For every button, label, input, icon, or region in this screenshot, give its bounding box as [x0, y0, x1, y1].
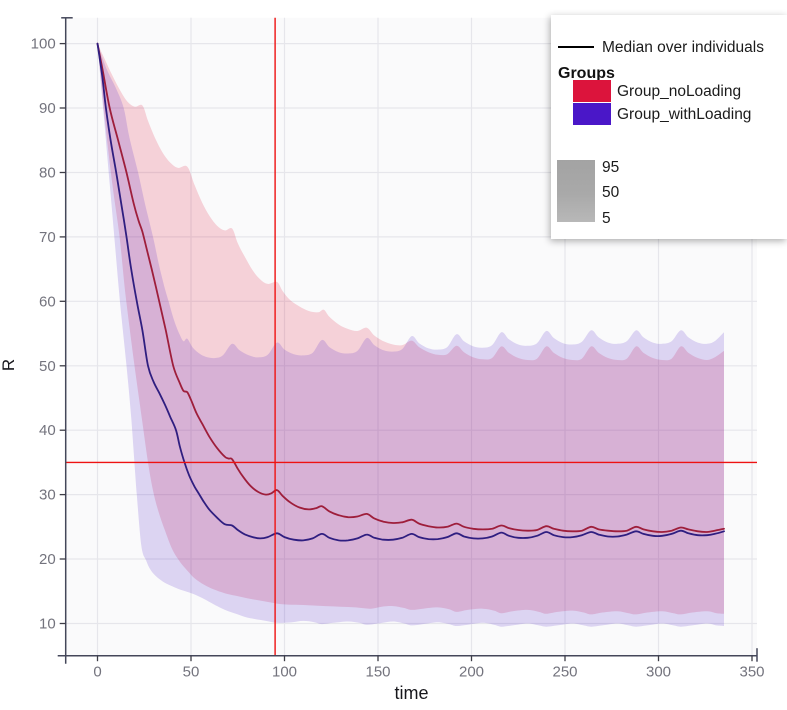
- x-axis-title: time: [394, 683, 429, 703]
- percentile-5-label: 5: [602, 210, 611, 227]
- percentile-50-label: 50: [602, 184, 620, 201]
- group-noloading-swatch: [573, 80, 611, 102]
- median-line-Group_noLoading: [96, 42, 725, 533]
- median-legend-label: Median over individuals: [602, 39, 764, 56]
- svg-text:300: 300: [646, 664, 671, 681]
- svg-text:10: 10: [39, 616, 56, 633]
- median-line-swatch: [558, 46, 594, 48]
- band-Group_withLoading: [97, 43, 724, 627]
- svg-text:90: 90: [39, 100, 56, 117]
- svg-text:100: 100: [272, 664, 297, 681]
- svg-text:20: 20: [39, 551, 56, 568]
- svg-text:40: 40: [39, 422, 56, 439]
- svg-text:100: 100: [31, 36, 56, 53]
- tick-labels: 0 50 100 150 200 250 300 350 10 20 30 40 50 60 70 80 90 1…: [31, 36, 765, 681]
- percentile-95-label: 95: [602, 159, 620, 176]
- tick-marks: [59, 42, 753, 662]
- svg-text:70: 70: [39, 229, 56, 246]
- svg-text:80: 80: [39, 165, 56, 182]
- y-axis-title: R: [0, 358, 18, 372]
- band-Group_noLoading: [97, 43, 724, 615]
- svg-text:200: 200: [459, 664, 484, 681]
- group-withloading-label: Group_withLoading: [617, 106, 752, 123]
- svg-text:250: 250: [552, 664, 577, 681]
- svg-text:50: 50: [183, 664, 200, 681]
- svg-text:350: 350: [739, 664, 764, 681]
- svg-text:0: 0: [93, 664, 101, 681]
- svg-text:50: 50: [39, 358, 56, 375]
- group-withloading-swatch: [573, 103, 611, 125]
- percentile-gradient-swatch: [557, 160, 595, 222]
- axes: [57, 17, 758, 664]
- groups-legend-title: Groups: [558, 65, 615, 82]
- svg-text:60: 60: [39, 293, 56, 310]
- svg-text:150: 150: [365, 664, 390, 681]
- median-line-Group_withLoading: [96, 42, 725, 542]
- plot-legend: Median over individuals Groups Group_noL…: [551, 15, 787, 239]
- svg-text:30: 30: [39, 487, 56, 504]
- group-noloading-label: Group_noLoading: [617, 83, 742, 100]
